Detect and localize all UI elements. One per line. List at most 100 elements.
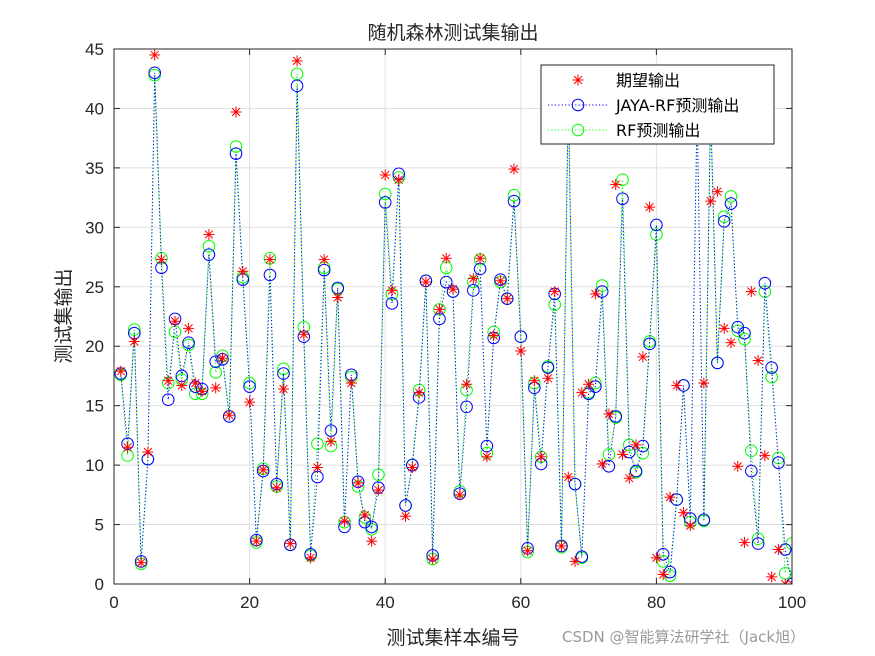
legend-label-rf: RF预测输出	[616, 121, 700, 140]
data-point	[664, 491, 676, 503]
data-point	[189, 377, 201, 389]
data-point	[779, 578, 791, 584]
data-point	[596, 458, 608, 470]
data-point	[725, 337, 737, 349]
data-point	[766, 571, 778, 583]
legend-circle-1	[571, 98, 585, 112]
data-point	[637, 351, 649, 363]
legend-markers	[548, 74, 608, 137]
data-point	[616, 192, 629, 206]
data-point	[630, 439, 642, 451]
y-tick-label: 15	[85, 397, 104, 416]
data-point	[786, 578, 792, 584]
data-point	[372, 484, 384, 496]
data-point	[644, 201, 656, 213]
data-point	[257, 464, 269, 476]
data-point	[378, 187, 392, 201]
data-point	[210, 382, 222, 394]
x-tick-label: 80	[647, 593, 666, 612]
data-point	[237, 265, 249, 277]
data-point	[365, 520, 378, 534]
data-point	[772, 544, 784, 556]
data-point	[610, 179, 622, 191]
x-tick-label: 0	[109, 593, 118, 612]
chart-title: 随机森林测试集输出	[367, 22, 538, 44]
series-layer	[114, 49, 792, 584]
data-point	[555, 539, 568, 553]
data-point	[339, 515, 351, 527]
data-point	[745, 464, 758, 478]
data-point	[549, 286, 561, 298]
data-point	[507, 188, 521, 202]
data-point	[271, 482, 283, 494]
data-point	[379, 169, 391, 181]
data-point	[528, 375, 540, 387]
data-point	[311, 461, 323, 473]
data-point	[616, 173, 629, 187]
data-point	[684, 520, 696, 532]
data-point	[711, 186, 723, 198]
data-point	[447, 283, 459, 295]
data-point	[196, 385, 208, 397]
data-point	[284, 538, 296, 550]
data-point	[759, 450, 771, 462]
data-point	[657, 568, 669, 580]
data-point	[378, 196, 392, 209]
data-point	[366, 535, 378, 547]
y-tick-label: 45	[85, 40, 104, 59]
y-tick-label: 25	[85, 278, 104, 297]
data-point	[440, 252, 452, 264]
y-tick-label: 35	[85, 159, 104, 178]
data-point	[250, 535, 262, 547]
data-point	[345, 377, 357, 389]
data-point	[427, 553, 439, 565]
data-point	[576, 387, 588, 399]
data-point	[142, 446, 154, 458]
series-line	[120, 72, 792, 584]
data-point	[229, 147, 243, 160]
data-point	[751, 532, 765, 546]
legend-label-expected: 期望输出	[616, 71, 680, 90]
data-point	[670, 493, 684, 506]
data-point	[183, 322, 195, 334]
data-point	[352, 477, 364, 489]
data-point	[623, 472, 635, 484]
y-tick-label: 10	[85, 456, 104, 475]
data-point	[562, 471, 574, 483]
x-axis-label: 测试集样本编号	[386, 627, 519, 649]
data-point	[575, 550, 589, 563]
data-point	[697, 513, 711, 527]
data-point	[488, 330, 500, 342]
data-point	[209, 355, 222, 368]
x-tick-label: 20	[240, 593, 259, 612]
data-point	[229, 140, 243, 153]
data-point	[277, 367, 290, 380]
data-point	[522, 545, 534, 557]
legend-label-jaya: JAYA-RF预测输出	[615, 96, 739, 115]
data-point	[216, 352, 228, 364]
data-point	[569, 555, 581, 567]
data-point	[751, 537, 765, 550]
data-point	[752, 354, 764, 366]
data-point	[643, 337, 656, 351]
data-point	[650, 218, 663, 232]
data-point	[244, 396, 256, 408]
data-point	[772, 456, 785, 470]
legend: 期望输出 JAYA-RF预测输出 RF预测输出	[540, 64, 775, 145]
data-point	[202, 248, 216, 261]
data-point	[711, 356, 724, 370]
data-point	[223, 409, 235, 421]
data-point	[460, 400, 473, 414]
data-point	[724, 197, 738, 210]
data-point	[589, 380, 602, 393]
plot-frame	[113, 48, 793, 585]
data-point	[332, 291, 344, 303]
data-point	[386, 284, 398, 296]
data-point	[738, 332, 751, 346]
data-point	[433, 303, 445, 315]
series-1	[114, 66, 792, 584]
data-point	[745, 444, 758, 458]
data-point	[115, 365, 127, 377]
data-point	[413, 387, 425, 399]
